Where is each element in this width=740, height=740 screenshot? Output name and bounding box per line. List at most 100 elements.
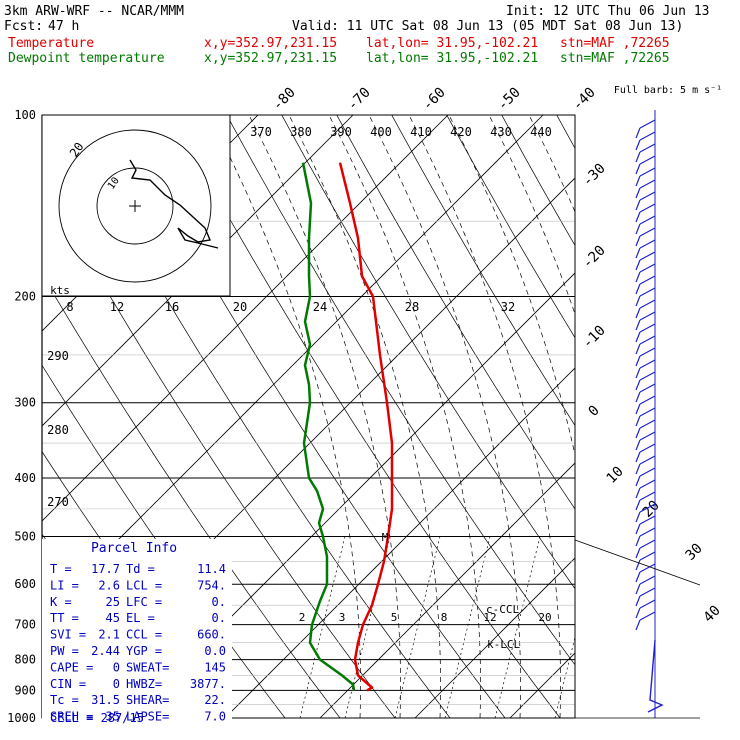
wind-barb bbox=[639, 527, 656, 537]
isotherm-right-label: -10 bbox=[580, 323, 609, 352]
parcel-info-value: 25 bbox=[106, 595, 120, 609]
pressure-tick-label: 300 bbox=[14, 396, 36, 410]
dewpoint-legend: Dewpoint temperature bbox=[8, 51, 165, 66]
wind-barb-flag bbox=[635, 343, 641, 355]
wind-barb bbox=[639, 251, 656, 261]
parcel-info-value: 0.0 bbox=[204, 644, 226, 658]
parcel-info-value: 0 bbox=[113, 660, 120, 674]
moist-adiabat-line bbox=[248, 115, 401, 718]
mixing-ratio-label: 5 bbox=[391, 611, 398, 624]
parcel-info-value: 2.6 bbox=[98, 578, 120, 592]
pressure-tick-label: 200 bbox=[14, 290, 36, 304]
wind-barb-flag bbox=[635, 391, 641, 403]
wind-barb bbox=[639, 299, 656, 309]
dry-adiabat-line bbox=[336, 115, 575, 510]
dewpoint-profile bbox=[301, 162, 356, 691]
wind-barb bbox=[639, 419, 656, 429]
moist-adiabat-line bbox=[328, 115, 481, 718]
wind-barb-flag bbox=[635, 367, 641, 379]
ccl-marker: c-CCL bbox=[486, 603, 519, 616]
hodograph-axis-label: 32 bbox=[501, 300, 515, 314]
parcel-info-key: SWEAT= bbox=[126, 660, 169, 674]
mixing-ratio-label: 20 bbox=[538, 611, 551, 624]
wind-barb bbox=[639, 599, 656, 609]
wind-barb bbox=[639, 347, 656, 357]
isotherm-line bbox=[42, 177, 575, 712]
dry-adiabat-line bbox=[42, 273, 341, 718]
parcel-info-key: SREH = bbox=[50, 710, 93, 724]
wind-barb bbox=[639, 203, 656, 213]
wind-barb bbox=[639, 227, 656, 237]
pressure-tick-label: 800 bbox=[14, 653, 36, 667]
theta-label: 400 bbox=[370, 125, 392, 139]
temperature-stn: stn=MAF ,72265 bbox=[560, 36, 670, 51]
wind-barb-flag bbox=[635, 223, 641, 235]
wind-barb bbox=[639, 503, 656, 513]
isotherm-right-label: 40 bbox=[701, 603, 724, 626]
m-marker: M bbox=[382, 531, 389, 544]
wind-barb-flag bbox=[635, 331, 641, 343]
wind-barb bbox=[639, 287, 656, 297]
hodograph-trace bbox=[129, 159, 219, 249]
parcel-info-title: Parcel Info bbox=[91, 541, 177, 556]
parcel-info-value: 3877. bbox=[190, 677, 226, 691]
wind-barb-flag bbox=[635, 415, 641, 427]
isotherm-line bbox=[224, 367, 575, 718]
temperature-xy: x,y=352.97,231.15 bbox=[204, 36, 338, 51]
wind-barb bbox=[639, 611, 656, 621]
hodograph-axis-label: 20 bbox=[233, 300, 247, 314]
parcel-info-key: Td = bbox=[126, 562, 155, 576]
isotherm-top-label: -70 bbox=[345, 85, 374, 114]
parcel-info-value: 17.7 bbox=[91, 562, 120, 576]
wind-barb-flag bbox=[635, 511, 641, 523]
theta-left-label: 280 bbox=[47, 423, 69, 437]
hodograph-axis-label: 16 bbox=[165, 300, 179, 314]
mixing-ratio-line bbox=[394, 536, 441, 718]
wind-barb bbox=[639, 479, 656, 489]
isotherm-top-label: -40 bbox=[570, 85, 599, 114]
dewpoint-latlon: lat,lon= 31.95,-102.21 bbox=[366, 51, 539, 66]
isotherm-right-label: 30 bbox=[683, 541, 706, 564]
parcel-info-key: SVI = bbox=[50, 628, 86, 642]
wind-barb bbox=[639, 323, 656, 333]
moist-adiabat-line bbox=[368, 115, 521, 718]
wind-barb-flag bbox=[635, 283, 641, 295]
wind-barb bbox=[639, 539, 656, 549]
wind-barb bbox=[639, 431, 656, 441]
temperature-latlon: lat,lon= 31.95,-102.21 bbox=[366, 36, 539, 51]
hodograph-ring-label: 20 bbox=[67, 140, 87, 160]
mixing-ratio-label: 8 bbox=[441, 611, 448, 624]
pressure-tick-label: 100 bbox=[14, 108, 36, 122]
wind-barb-flag bbox=[635, 571, 641, 583]
fcst-value: 47 h bbox=[48, 19, 80, 34]
moist-adiabat-line bbox=[408, 115, 561, 718]
wind-barb bbox=[639, 395, 656, 405]
dry-adiabat-line bbox=[61, 115, 451, 718]
wind-barb-flag bbox=[635, 487, 641, 499]
hodograph-axis-label: 24 bbox=[313, 300, 327, 314]
isotherm-top-label: -50 bbox=[495, 85, 524, 114]
parcel-info-key: CIN = bbox=[50, 677, 86, 691]
parcel-info-key: T = bbox=[50, 562, 72, 576]
parcel-info-key: HWBZ= bbox=[126, 677, 162, 691]
wind-barb bbox=[639, 119, 656, 129]
moist-adiabat-line bbox=[288, 115, 441, 718]
theta-left-label: 270 bbox=[47, 495, 69, 509]
isotherm-line bbox=[42, 115, 449, 522]
mixing-ratio-line bbox=[554, 635, 575, 718]
wind-barb bbox=[639, 131, 656, 141]
wind-barb-flag bbox=[635, 499, 641, 511]
parcel-info-value: 0 bbox=[113, 677, 120, 691]
parcel-info-value: 22. bbox=[204, 693, 226, 707]
parcel-info-value: 0. bbox=[212, 611, 226, 625]
wind-barb-flag bbox=[635, 187, 641, 199]
wind-barb bbox=[639, 587, 656, 597]
wind-barb-flag bbox=[635, 211, 641, 223]
theta-label: 380 bbox=[290, 125, 312, 139]
parcel-info-value: 7.0 bbox=[204, 710, 226, 724]
wind-barb bbox=[639, 155, 656, 165]
isotherm-right-label: -20 bbox=[580, 243, 609, 272]
wind-barb bbox=[639, 335, 656, 345]
isotherm-top-label: -60 bbox=[420, 85, 449, 114]
